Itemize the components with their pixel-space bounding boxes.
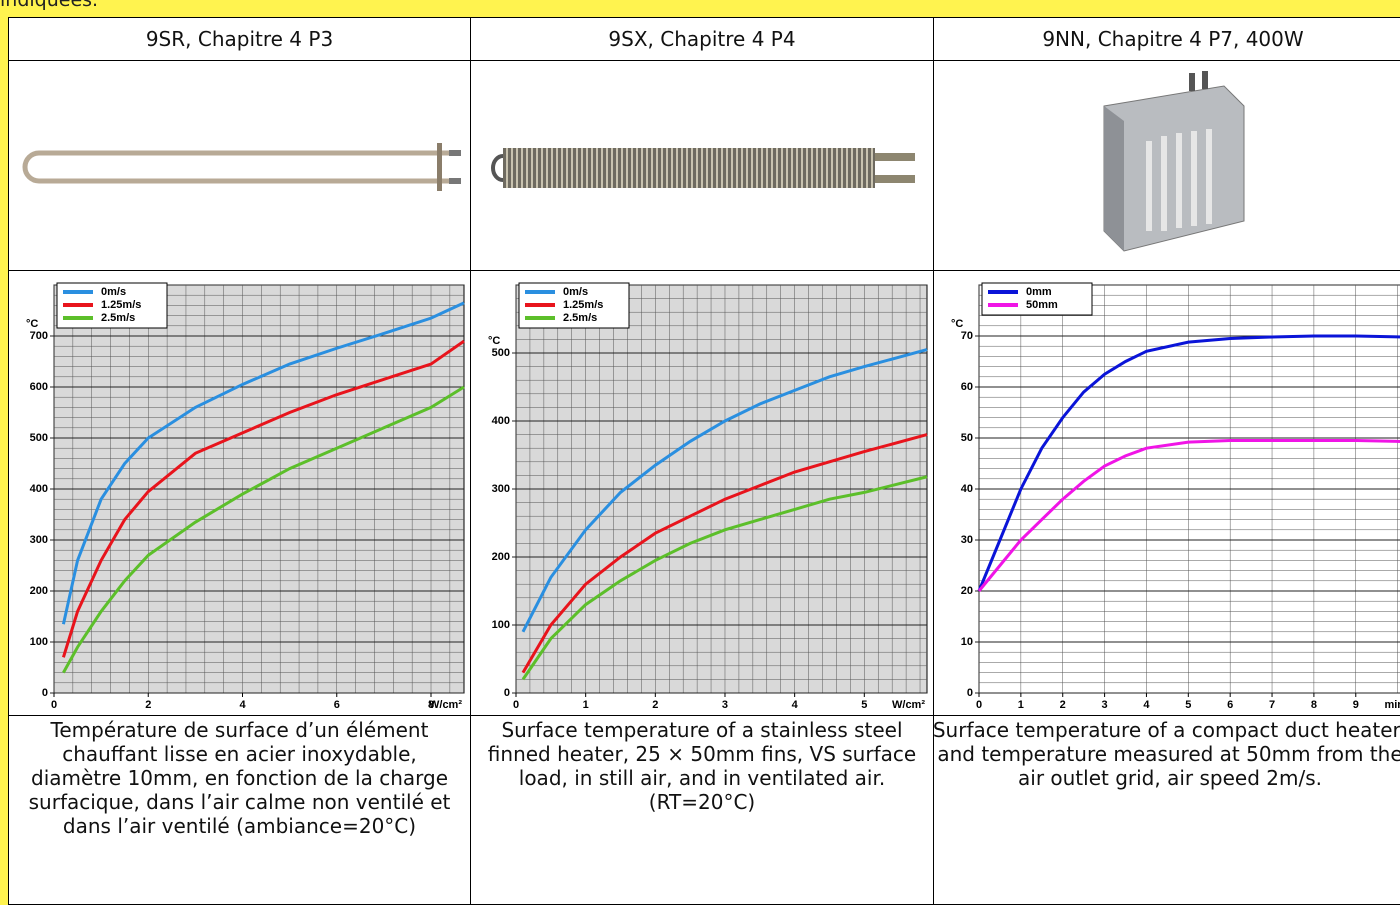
y-unit: °C	[26, 318, 38, 330]
y-tick-label: 700	[30, 330, 48, 342]
x-tick-label: 6	[334, 699, 340, 711]
legend-label: 0m/s	[101, 286, 126, 298]
x-tick-label: 3	[722, 699, 728, 711]
legend-label: 2.5m/s	[101, 312, 135, 324]
heater-image	[9, 61, 469, 270]
box-side	[1104, 106, 1124, 251]
y-tick-label: 100	[492, 619, 510, 631]
x-tick-label: 6	[1227, 699, 1233, 711]
box	[1104, 86, 1244, 251]
y-tick-label: 0	[42, 687, 48, 699]
legend-label: 2.5m/s	[563, 312, 597, 324]
x-unit: min	[1384, 699, 1400, 711]
y-tick-label: 500	[30, 432, 48, 444]
y-unit: °C	[951, 318, 963, 330]
terminal	[449, 178, 461, 184]
terminal	[1189, 73, 1195, 91]
y-unit: °C	[488, 335, 500, 347]
caption: Surface temperature of a compact duct he…	[933, 715, 1400, 905]
image-cell	[8, 60, 471, 271]
flange	[437, 143, 442, 191]
bend	[493, 156, 503, 180]
terminal	[449, 150, 461, 156]
legend-label: 1.25m/s	[101, 299, 141, 311]
y-tick-label: 600	[30, 381, 48, 393]
y-tick-label: 100	[30, 636, 48, 648]
rod	[25, 153, 449, 181]
y-tick-label: 0	[967, 687, 973, 699]
header-cell: 9SR, Chapitre 4 P3	[8, 17, 471, 61]
image-cell	[933, 60, 1400, 271]
terminal	[1202, 71, 1208, 89]
caption: Température de surface d’un élément chau…	[8, 715, 471, 905]
x-tick-label: 0	[513, 699, 519, 711]
y-tick-label: 70	[961, 330, 973, 342]
x-tick-label: 7	[1269, 699, 1275, 711]
y-tick-label: 60	[961, 381, 973, 393]
y-tick-label: 300	[30, 534, 48, 546]
top-text: indiquées.	[0, 0, 98, 11]
x-unit: W/cm²	[429, 699, 462, 711]
x-tick-label: 2	[1060, 699, 1066, 711]
legend-label: 50mm	[1026, 299, 1058, 311]
legend-label: 0mm	[1026, 286, 1052, 298]
x-tick-label: 5	[861, 699, 867, 711]
x-tick-label: 0	[976, 699, 982, 711]
legend-label: 1.25m/s	[563, 299, 603, 311]
legend-label: 0m/s	[563, 286, 588, 298]
y-tick-label: 200	[492, 551, 510, 563]
caption: Surface temperature of a stainless steel…	[470, 715, 934, 905]
heater-image	[934, 61, 1400, 270]
y-tick-label: 400	[30, 483, 48, 495]
heater-image	[471, 61, 933, 270]
header-cell: 9SX, Chapitre 4 P4	[470, 17, 934, 61]
x-tick-label: 1	[583, 699, 589, 711]
x-tick-label: 4	[792, 699, 799, 711]
terminal	[875, 175, 915, 183]
y-tick-label: 200	[30, 585, 48, 597]
y-tick-label: 50	[961, 432, 973, 444]
x-tick-label: 4	[1143, 699, 1150, 711]
x-unit: W/cm²	[892, 699, 925, 711]
x-tick-label: 2	[145, 699, 151, 711]
header-cell: 9NN, Chapitre 4 P7, 400W	[933, 17, 1400, 61]
x-tick-label: 9	[1353, 699, 1359, 711]
x-tick-label: 0	[51, 699, 57, 711]
image-cell	[470, 60, 934, 271]
x-tick-label: 2	[652, 699, 658, 711]
y-tick-label: 20	[961, 585, 973, 597]
y-tick-label: 30	[961, 534, 973, 546]
x-tick-label: 1	[1018, 699, 1024, 711]
terminal	[875, 153, 915, 161]
chart: 0 100 200 300 400 500°C 0 1 2 3 4 5 W/cm² 0m/s1.25m/s…	[471, 271, 933, 715]
caption-text: Surface temperature of a compact duct he…	[933, 718, 1400, 790]
y-tick-label: 10	[961, 636, 973, 648]
y-tick-label: 400	[492, 415, 510, 427]
y-tick-label: 500	[492, 347, 510, 359]
y-tick-label: 300	[492, 483, 510, 495]
x-tick-label: 4	[239, 699, 246, 711]
page: {"top_text":"indiquées.", "table":{"head…	[0, 0, 1400, 890]
fins	[503, 148, 875, 188]
x-tick-label: 3	[1102, 699, 1108, 711]
x-tick-label: 5	[1185, 699, 1191, 711]
y-tick-label: 0	[504, 687, 510, 699]
y-tick-label: 40	[961, 483, 973, 495]
x-tick-label: 8	[1311, 699, 1317, 711]
